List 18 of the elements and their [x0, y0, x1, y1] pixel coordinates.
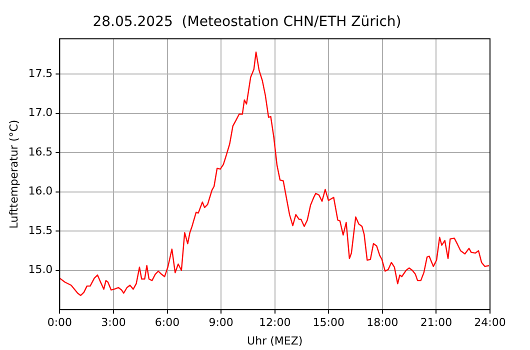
x-tick-label: 9:00	[208, 316, 234, 330]
x-tick-label: 12:00	[258, 316, 291, 330]
x-tick-label: 0:00	[47, 316, 72, 330]
y-tick-label: 17.0	[28, 106, 53, 120]
x-tick-label: 6:00	[154, 316, 180, 330]
x-tick-label: 3:00	[101, 316, 126, 330]
x-tick-label: 21:00	[420, 316, 452, 330]
y-tick-label: 16.0	[28, 184, 53, 198]
x-tick-label: 24:00	[474, 316, 506, 330]
y-tick-label: 15.5	[28, 224, 53, 237]
y-tick-label: 16.5	[28, 145, 53, 158]
y-tick-label: 17.5	[28, 66, 53, 80]
x-axis-title: Uhr (MEZ)	[247, 334, 303, 348]
x-tick-label: 18:00	[366, 316, 398, 330]
chart-title: 28.05.2025 (Meteostation CHN/ETH Zürich)	[92, 14, 402, 30]
y-axis-title: Lufttemperatur (°C)	[7, 120, 20, 229]
y-tick-label: 15.0	[28, 263, 53, 276]
x-tick-label: 15:00	[312, 316, 344, 330]
